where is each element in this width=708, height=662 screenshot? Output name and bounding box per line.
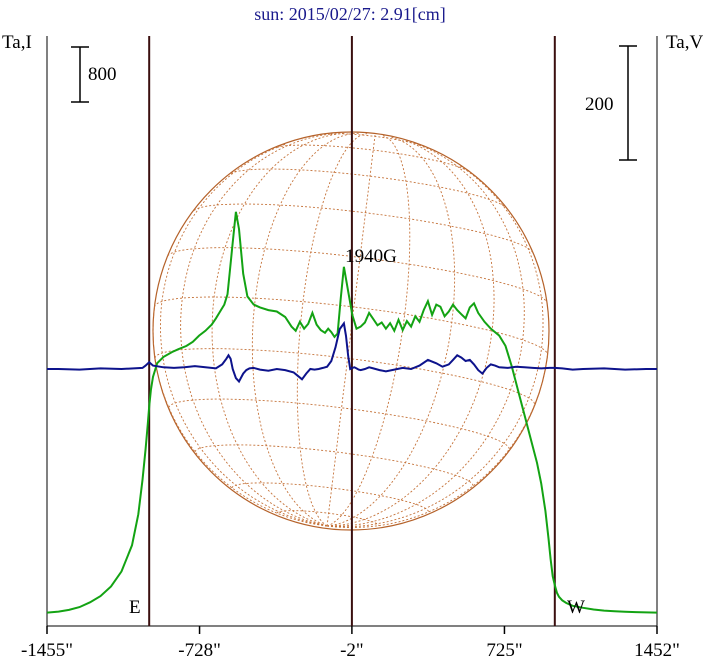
- grid-line: [230, 168, 506, 208]
- right-scale-bar-label: 200: [585, 94, 614, 115]
- right-axis-label: Ta,V: [666, 32, 703, 53]
- grid-line: [326, 144, 525, 527]
- x-tick-label: -2": [340, 640, 364, 661]
- data-series: [46, 211, 658, 614]
- grid-line: [326, 139, 495, 527]
- grid-line: [160, 143, 328, 527]
- grid-line: [180, 133, 331, 527]
- x-tick-label: -1455": [21, 640, 73, 661]
- east-limb-label: E: [129, 597, 141, 618]
- annotation-1940g: 1940G: [345, 246, 397, 267]
- grid-line: [193, 203, 533, 253]
- right-scale-bar: 200: [585, 45, 637, 161]
- grid-line: [326, 355, 548, 528]
- intensity-curve: [46, 211, 658, 614]
- heliographic-grid: [152, 132, 548, 528]
- grid-line: [154, 348, 536, 405]
- limb-and-center-lines: [148, 36, 556, 626]
- x-axis-ticks: -1455" -728" -2" 725" 1452": [21, 626, 680, 661]
- grid-line: [296, 133, 368, 527]
- left-axis-label: Ta,I: [2, 32, 32, 53]
- polarization-curve: [47, 320, 657, 384]
- grid-line: [211, 132, 347, 527]
- x-tick-label: 1452": [634, 640, 680, 661]
- grid-line: [168, 398, 510, 450]
- left-scale-bar-label: 800: [88, 64, 117, 85]
- x-tick-label: 725": [486, 640, 522, 661]
- grid-line: [326, 164, 544, 528]
- grid-line: [251, 132, 360, 527]
- left-scale-bar: 800: [71, 46, 117, 103]
- grid-line: [326, 136, 456, 527]
- grid-line: [326, 135, 411, 527]
- chart-title: sun: 2015/02/27: 2.91[cm]: [254, 4, 446, 24]
- solar-disk: [152, 131, 550, 531]
- grid-line: [277, 144, 468, 171]
- grid-line: [231, 482, 429, 512]
- grid-line: [152, 306, 328, 527]
- west-limb-label: W: [567, 597, 585, 618]
- grid-line: [167, 247, 548, 303]
- x-tick-label: -728": [178, 640, 221, 661]
